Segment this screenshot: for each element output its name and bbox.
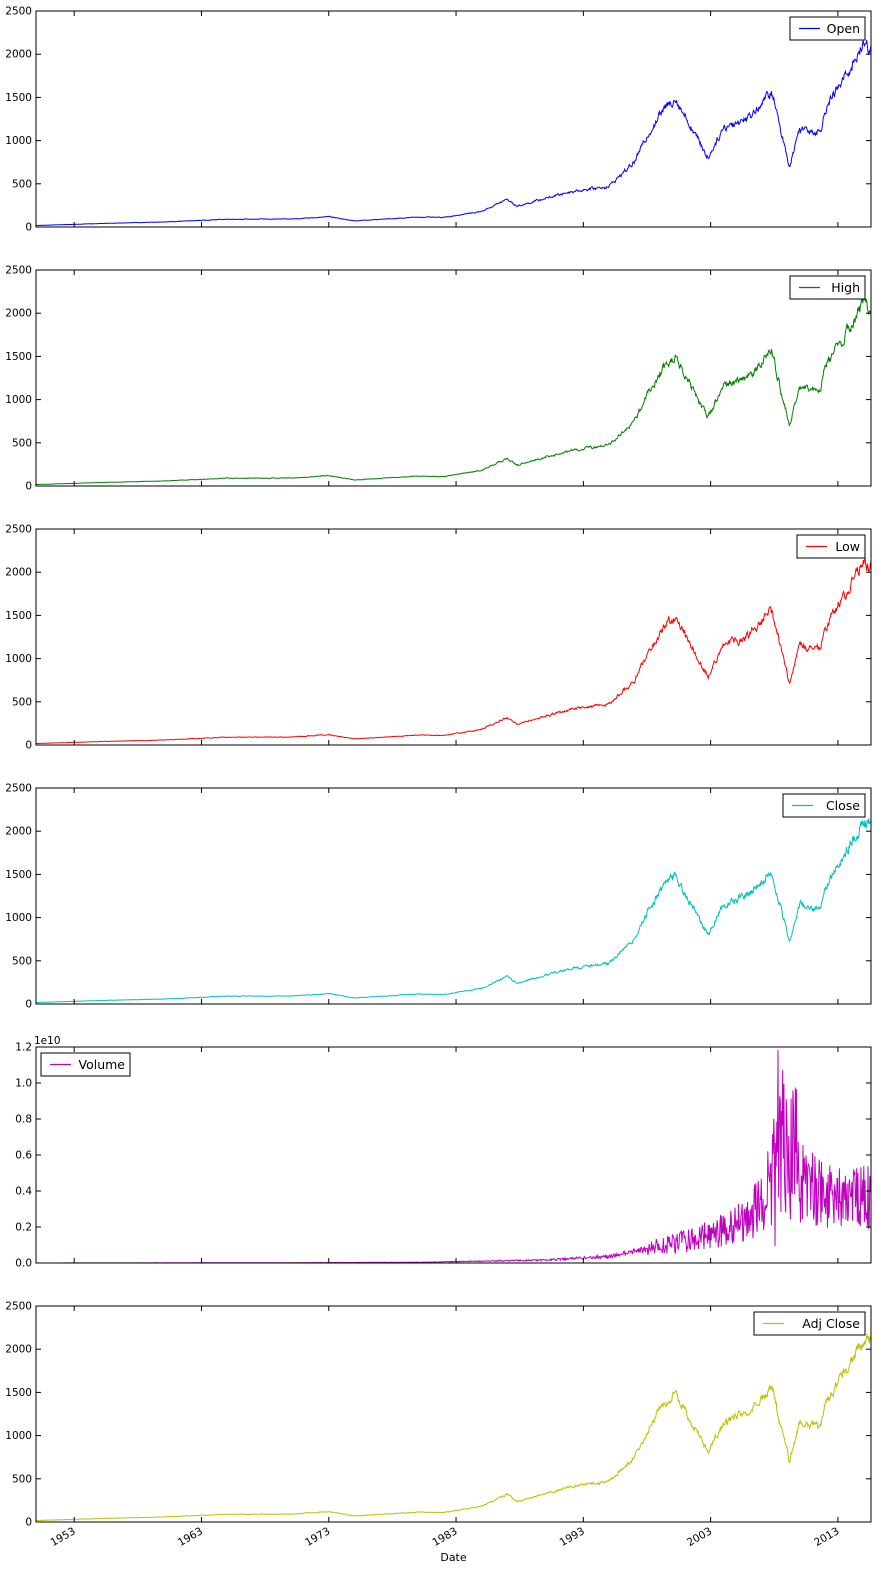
y-tick-label-open: 2000 bbox=[5, 49, 32, 61]
y-tick-label-volume: 0.6 bbox=[15, 1150, 32, 1162]
y-tick-label-adj-close: 2000 bbox=[5, 1344, 32, 1356]
y-tick-label-close: 0 bbox=[25, 999, 32, 1011]
y-tick-label-low: 2500 bbox=[5, 524, 32, 536]
y-tick-label-high: 2500 bbox=[5, 265, 32, 277]
x-tick-label: 1963 bbox=[176, 1525, 205, 1549]
series-line-volume bbox=[36, 1049, 872, 1264]
y-tick-label-open: 2500 bbox=[5, 6, 32, 18]
subplot-adj-close: 0 500 1000 1500 2000 2500 Adj Close bbox=[5, 1301, 872, 1529]
axes-frame-adj-close bbox=[35, 1305, 872, 1523]
y-tick-label-volume: 0.8 bbox=[15, 1114, 32, 1126]
series-line-close bbox=[36, 818, 872, 1003]
y-tick-label-low: 1000 bbox=[5, 653, 32, 665]
y-tick-label-open: 1500 bbox=[5, 92, 32, 104]
x-tick-label: 1993 bbox=[558, 1525, 587, 1549]
legend-label-open: Open bbox=[827, 21, 860, 36]
subplot-high: 0 500 1000 1500 2000 2500 High bbox=[5, 265, 872, 493]
legend-box bbox=[789, 16, 866, 41]
legend-box bbox=[753, 1311, 866, 1336]
y-tick-label-adj-close: 2500 bbox=[5, 1301, 32, 1313]
x-tick-label: 1983 bbox=[430, 1525, 459, 1549]
series-line-low bbox=[36, 557, 872, 745]
y-tick-label-low: 0 bbox=[25, 740, 32, 752]
y-tick-label-volume: 1.2 bbox=[15, 1042, 32, 1054]
legend-low: Low bbox=[796, 534, 866, 559]
y-tick-label-high: 500 bbox=[12, 437, 32, 449]
legend-open: Open bbox=[789, 16, 866, 41]
y-tick-label-adj-close: 0 bbox=[25, 1517, 32, 1529]
y-tick-label-low: 2000 bbox=[5, 567, 32, 579]
y-tick-label-low: 500 bbox=[12, 696, 32, 708]
legend-high: High bbox=[789, 275, 866, 300]
subplot-open: 0 500 1000 1500 2000 2500 Open bbox=[5, 6, 872, 234]
legend-volume: Volume bbox=[40, 1052, 131, 1077]
x-tick-label: 2003 bbox=[685, 1525, 714, 1549]
axes-frame-high bbox=[35, 269, 872, 487]
series-line-open bbox=[36, 39, 872, 226]
axes-frame-close bbox=[35, 787, 872, 1005]
y-tick-label-volume: 0.2 bbox=[15, 1222, 32, 1234]
x-tick-label: 1953 bbox=[49, 1525, 78, 1549]
legend-label-low: Low bbox=[835, 539, 860, 554]
y-tick-label-close: 1000 bbox=[5, 912, 32, 924]
subplot-close: 0 500 1000 1500 2000 2500 Close bbox=[5, 783, 872, 1011]
y-tick-label-volume: 0.0 bbox=[15, 1258, 32, 1270]
legend-box bbox=[789, 275, 866, 300]
y-tick-label-low: 1500 bbox=[5, 610, 32, 622]
x-tick-label: 1973 bbox=[303, 1525, 332, 1549]
subplot-low: 0 500 1000 1500 2000 2500 Low bbox=[5, 524, 872, 752]
y-tick-label-close: 2000 bbox=[5, 826, 32, 838]
axes-frame-volume bbox=[35, 1046, 872, 1264]
y-tick-label-close: 2500 bbox=[5, 783, 32, 795]
x-axis-title: Date bbox=[440, 1551, 467, 1564]
series-line-adj-close bbox=[36, 1333, 872, 1521]
legend-box bbox=[782, 793, 866, 818]
y-tick-label-adj-close: 1500 bbox=[5, 1387, 32, 1399]
y-tick-label-high: 1500 bbox=[5, 351, 32, 363]
y-tick-label-open: 0 bbox=[25, 222, 32, 234]
y-tick-label-close: 500 bbox=[12, 955, 32, 967]
series-line-high bbox=[36, 296, 872, 485]
legend-adj-close: Adj Close bbox=[753, 1311, 866, 1336]
y-offset-text: 1e10 bbox=[34, 1035, 61, 1047]
legend-label-high: High bbox=[831, 280, 860, 295]
y-tick-label-volume: 1.0 bbox=[15, 1078, 32, 1090]
legend-label-adj-close: Adj Close bbox=[802, 1316, 860, 1331]
legend-label-volume: Volume bbox=[79, 1057, 126, 1072]
y-tick-label-high: 0 bbox=[25, 481, 32, 493]
y-tick-label-adj-close: 1000 bbox=[5, 1430, 32, 1442]
legend-box bbox=[40, 1052, 131, 1077]
legend-label-close: Close bbox=[826, 798, 860, 813]
y-tick-label-volume: 0.4 bbox=[15, 1186, 32, 1198]
y-tick-label-high: 1000 bbox=[5, 394, 32, 406]
y-tick-label-adj-close: 500 bbox=[12, 1473, 32, 1485]
y-tick-label-open: 500 bbox=[12, 178, 32, 190]
x-tick-label: 2013 bbox=[812, 1525, 841, 1549]
y-tick-label-open: 1000 bbox=[5, 135, 32, 147]
legend-box bbox=[796, 534, 866, 559]
axes-frame-low bbox=[35, 528, 872, 746]
axes-frame-open bbox=[35, 10, 872, 228]
y-tick-label-close: 1500 bbox=[5, 869, 32, 881]
y-tick-label-high: 2000 bbox=[5, 308, 32, 320]
legend-close: Close bbox=[782, 793, 866, 818]
